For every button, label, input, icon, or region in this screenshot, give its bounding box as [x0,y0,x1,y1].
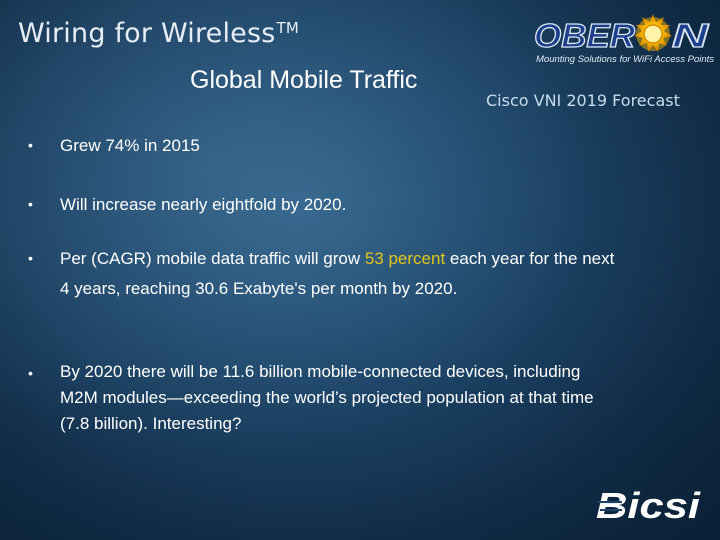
bullet-dot-icon: • [28,137,33,153]
bullet-text: Grew 74% in 2015 [60,136,200,155]
highlighted-figure: 53 percent [364,249,446,268]
bullet-item: • By 2020 there will be 11.6 billion mob… [28,359,608,437]
oberon-tagline: Mounting Solutions for WiFi Access Point… [536,54,715,65]
bicsi-wordmark: Bicsi [596,485,701,526]
bullet-item: • Will increase nearly eightfold by 2020… [28,190,628,219]
bullet-item: • Grew 74% in 2015 [28,131,628,160]
bullet-item: • Per (CAGR) mobile data traffic will gr… [28,244,628,304]
bullet-text: By 2020 there will be 11.6 billion mobil… [60,362,594,433]
brand-title: Wiring for WirelessTM [18,18,299,49]
bicsi-logo-mark: Bicsi [596,485,701,526]
slide-subtitle: Cisco VNI 2019 Forecast [486,91,680,110]
brand-title-text: Wiring for Wireless [18,18,276,49]
oberon-wordmark-left: OBER [534,17,635,54]
oberon-wordmark-right: N [672,17,710,54]
bullet-text: Per (CAGR) mobile data traffic will grow… [28,244,628,304]
bullet-dot-icon: • [28,365,33,381]
trademark-mark: TM [276,19,300,37]
bicsi-logo: Bicsi [592,484,704,526]
oberon-sun-icon [634,14,672,52]
oberon-logo-mark: OBER N [533,14,710,55]
bullet-text-part: each year for the next 4 years, reaching… [60,249,615,298]
bullet-dot-icon: • [28,196,33,212]
bullet-text: Will increase nearly eightfold by 2020. [60,195,347,214]
bullet-dot-icon: • [28,250,33,266]
bullet-text-part: Per (CAGR) mobile data traffic will grow [60,249,365,268]
slide-title: Global Mobile Traffic [190,66,418,94]
oberon-logo: OBER N Mounting Solutions for WiFi Acces… [532,10,714,70]
